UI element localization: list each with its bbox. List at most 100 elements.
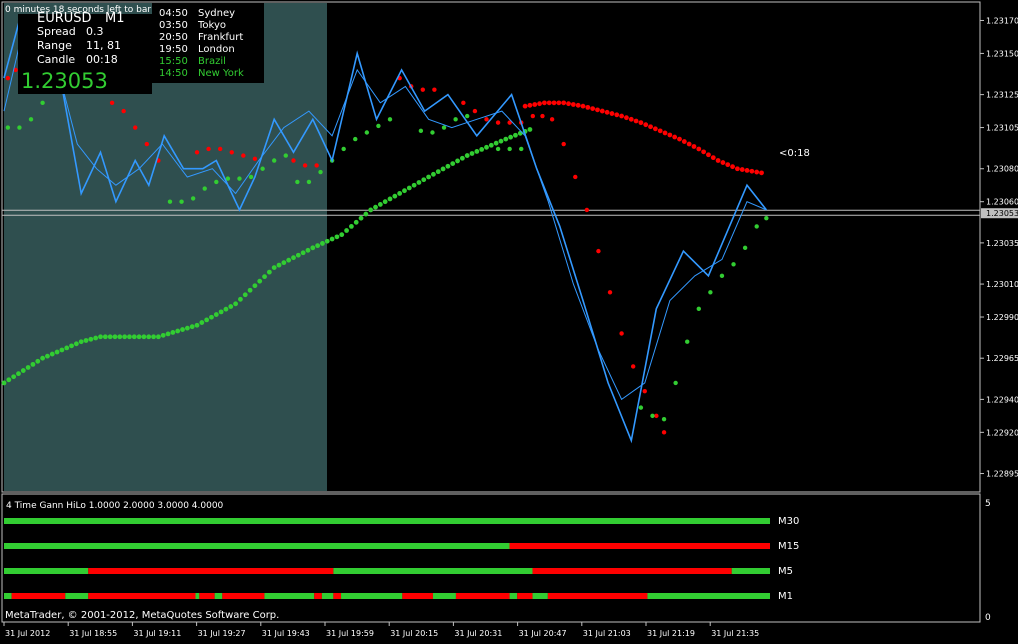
ma-green-dot — [382, 199, 388, 205]
gann-green-dot — [318, 169, 323, 175]
session-time: 04:50 — [159, 8, 188, 19]
ma-green-dot — [469, 151, 475, 156]
ma-red-dot — [706, 152, 711, 158]
ma-red-dot — [754, 169, 760, 175]
gann-green-dot — [295, 179, 300, 185]
ma-green-dot — [6, 377, 12, 383]
ma-green-dot — [40, 355, 45, 361]
indicator-segment-up — [4, 518, 770, 524]
ma-green-dot — [349, 224, 354, 229]
indicator-segment-down — [402, 593, 433, 599]
gann-green-dot — [225, 176, 231, 181]
ma-green-dot — [479, 146, 485, 152]
ma-green-dot — [78, 339, 84, 345]
indicator-window-frame[interactable] — [1, 493, 981, 623]
ma-green-dot — [223, 306, 229, 312]
gann-green-dot — [306, 179, 312, 185]
plot-area[interactable] — [1, 18, 980, 444]
ma-green-dot — [508, 134, 514, 140]
indicator-scale-bottom: 0 — [985, 613, 991, 623]
gann-green-dot — [453, 117, 458, 122]
gann-red-dot — [561, 141, 566, 147]
indicator-rows: M30 M15 M5 M1 — [4, 516, 799, 602]
ma-green-dot — [49, 351, 55, 357]
gann-green-dot — [650, 413, 655, 419]
ma-red-dot — [546, 100, 552, 106]
indicator-row-label: M15 — [778, 541, 799, 552]
ma-green-dot — [445, 163, 451, 169]
gann-green-dot — [260, 166, 265, 171]
gann-green-dot — [495, 146, 501, 152]
gann-green-dot — [418, 128, 424, 134]
ma-green-dot — [416, 180, 422, 185]
gann-green-dot — [764, 215, 769, 221]
indicator-segment-down — [88, 593, 196, 599]
sessions-list: 04:50 Sydney 03:50 Tokyo 20:50 Frankfurt 19:50… — [159, 8, 244, 79]
ma-red-dot — [619, 113, 624, 119]
ma-red-dot — [730, 164, 735, 170]
ma-green-dot — [54, 349, 60, 355]
ma-green-dot — [180, 327, 185, 332]
gann-red-dot — [596, 248, 601, 254]
time-tick-label: 31 Jul 20:15 — [390, 629, 438, 638]
ma-red-dot — [556, 100, 562, 106]
ma-red-dot — [628, 116, 634, 122]
ma-red-dot — [744, 167, 750, 173]
ma-red-dot — [575, 102, 581, 108]
gann-green-dot — [364, 130, 370, 135]
time-tick-label: 31 Jul 19:27 — [198, 629, 246, 638]
session-name: Tokyo — [197, 20, 226, 31]
ma-green-dot — [20, 368, 26, 373]
ma-green-dot — [455, 158, 460, 164]
ma-green-dot — [233, 301, 239, 307]
price-tick-label: 1.23010 — [986, 280, 1018, 289]
gann-green-dot — [661, 416, 667, 422]
ma-green-dot — [344, 228, 349, 233]
gann-red-dot — [420, 87, 426, 92]
indicator-segment-up — [647, 593, 770, 599]
price-axis[interactable]: 1.23170 1.23150 1.23125 1.23105 1.23080 1.230… — [980, 16, 1018, 479]
ma-red-dot — [614, 112, 620, 118]
indicator-segment-up — [4, 568, 89, 574]
time-axis[interactable]: 31 Jul 2012 31 Jul 18:55 31 Jul 19:11 31 Ju… — [3, 622, 759, 638]
gann-green-dot — [167, 199, 173, 204]
indicator-segment-up — [264, 593, 315, 599]
ma-green-dot — [170, 330, 176, 335]
ma-green-dot — [83, 338, 89, 343]
gann-green-dot — [754, 224, 759, 229]
countdown-label: <0:18 — [779, 148, 810, 159]
ma-green-dot — [353, 219, 359, 225]
price-tick-label: 1.23035 — [986, 239, 1018, 248]
ma-green-dot — [488, 142, 494, 148]
gann-red-dot — [549, 117, 555, 122]
indicator-segment-up — [321, 593, 334, 599]
symbol-name: EURUSD — [37, 11, 92, 26]
indicator-segment-down — [333, 593, 342, 599]
info-value: 00:18 — [86, 53, 118, 66]
ma-red-dot — [532, 102, 538, 107]
ma-red-dot — [681, 139, 687, 144]
ma-green-dot — [315, 243, 321, 249]
ma-green-dot — [25, 365, 31, 370]
ma-red-dot — [677, 136, 682, 142]
session-name: New York — [198, 68, 244, 79]
indicator-segment-up — [333, 568, 533, 574]
timeframe-label: M1 — [105, 11, 125, 26]
gann-red-dot — [241, 153, 246, 158]
session-time: 19:50 — [159, 44, 188, 55]
gann-green-dot — [673, 380, 678, 386]
price-tick-label: 1.22895 — [986, 470, 1018, 479]
ma-green-dot — [69, 343, 74, 349]
ma-red-dot — [542, 100, 547, 106]
ma-green-dot — [257, 278, 263, 284]
gann-green-dot — [17, 125, 22, 130]
ma-green-dot — [165, 331, 171, 337]
gann-green-dot — [441, 125, 447, 130]
ma-green-dot — [194, 322, 200, 328]
ma-green-dot — [117, 334, 123, 340]
ma-green-dot — [368, 207, 374, 213]
time-tick-label: 31 Jul 2012 — [5, 629, 50, 638]
ma-green-dot — [131, 334, 137, 340]
session-time: 14:50 — [159, 68, 188, 79]
ma-green-dot — [320, 241, 325, 246]
